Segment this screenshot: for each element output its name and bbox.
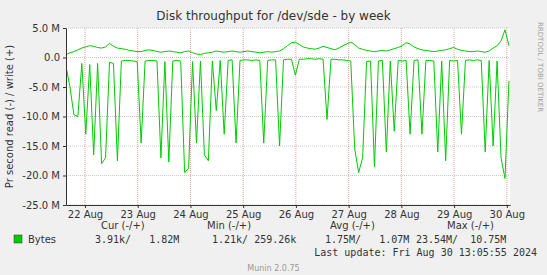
y-tick-label: 0.0 xyxy=(44,52,60,63)
legend-header: Avg (-/+) xyxy=(330,220,375,231)
y-tick: 5.0 M xyxy=(32,23,66,34)
x-tick-label: 23 Aug xyxy=(120,209,155,220)
y-tick-label: -25.0 M xyxy=(22,200,60,211)
last-update: Last update: Fri Aug 30 13:05:55 2024 xyxy=(314,247,537,258)
legend-stat: 1.75M/ 1.07M xyxy=(325,234,409,245)
x-grid-line xyxy=(137,28,138,205)
x-tick-mark xyxy=(507,205,508,208)
x-tick-label: 26 Aug xyxy=(279,209,314,220)
legend-stat: 1.21k/ 259.26k xyxy=(212,234,296,245)
y-tick-label: -5.0 M xyxy=(29,82,60,93)
y-grid-line xyxy=(66,57,510,58)
y-tick-label: 5.0 M xyxy=(32,23,60,34)
x-tick-label: 22 Aug xyxy=(68,209,103,220)
y-tick-label: -10.0 M xyxy=(22,111,60,122)
y-tick-mark xyxy=(63,205,66,206)
y-tick-mark xyxy=(63,28,66,29)
y-tick-mark xyxy=(63,87,66,88)
x-tick-label: 24 Aug xyxy=(173,209,208,220)
chart-svg: 5.0 M 0.0 -5.0 M -10.0 M -15.0 M -20.0 M -25.0… xyxy=(0,0,547,275)
background xyxy=(0,0,547,275)
x-axis-line xyxy=(67,205,511,206)
y-tick-mark xyxy=(63,58,66,59)
y-tick: -5.0 M xyxy=(29,82,66,93)
y-tick-label: -15.0 M xyxy=(22,141,60,152)
legend-header: Cur (-/+) xyxy=(101,220,145,231)
grid xyxy=(66,28,510,205)
x-tick-mark xyxy=(454,205,455,208)
watermark: RRDTOOL / TOBI OETIKER xyxy=(536,22,544,112)
y-tick: -25.0 M xyxy=(22,200,66,211)
series-line xyxy=(66,59,509,179)
legend-header: Min (-/+) xyxy=(207,220,251,231)
y-tick: 0.0 xyxy=(44,52,66,63)
x-tick: 23 Aug xyxy=(120,205,155,220)
x-tick-mark xyxy=(138,205,139,208)
chart-container: 5.0 M 0.0 -5.0 M -10.0 M -15.0 M -20.0 M -25.0… xyxy=(0,0,547,275)
legend: Cur (-/+) Min (-/+) Avg (-/+) Max (-/+) Byte… xyxy=(14,220,506,245)
footer: Munin 2.0.75 xyxy=(247,264,299,273)
y-axis-line xyxy=(66,29,67,206)
series-group xyxy=(66,30,509,179)
x-tick-label: 27 Aug xyxy=(331,209,366,220)
x-tick: 22 Aug xyxy=(68,205,103,220)
x-grid-line xyxy=(295,28,296,205)
x-grid-line xyxy=(454,28,455,205)
legend-stat: 23.54M/ 10.75M xyxy=(416,234,506,245)
y-tick-mark xyxy=(63,176,66,177)
legend-label: Bytes xyxy=(28,234,56,245)
legend-header: Max (-/+) xyxy=(447,220,494,231)
x-tick-mark xyxy=(296,205,297,208)
x-tick-label: 28 Aug xyxy=(384,209,419,220)
x-tick: 26 Aug xyxy=(279,205,314,220)
x-tick: 27 Aug xyxy=(331,205,366,220)
x-grid-line xyxy=(401,28,402,205)
x-tick-label: 29 Aug xyxy=(437,209,472,220)
y-axis: 5.0 M 0.0 -5.0 M -10.0 M -15.0 M -20.0 M -25.0… xyxy=(22,23,66,211)
x-axis: 22 Aug 23 Aug 24 Aug 25 Aug 26 Aug 27 Aug 28 A… xyxy=(67,205,526,220)
title: Disk throughput for /dev/sde - by week xyxy=(156,9,390,23)
y-grid-line xyxy=(66,205,510,206)
x-tick-mark xyxy=(85,205,86,208)
legend-swatch xyxy=(14,235,22,243)
x-tick-label: 25 Aug xyxy=(226,209,261,220)
x-tick-mark xyxy=(243,205,244,208)
y-tick: -10.0 M xyxy=(22,111,66,122)
y-tick-mark xyxy=(63,146,66,147)
y-grid-line xyxy=(66,28,510,29)
x-tick-mark xyxy=(401,205,402,208)
y-tick: -15.0 M xyxy=(22,141,66,152)
plot-area xyxy=(66,28,510,205)
legend-stat: 3.91k/ 1.82M xyxy=(95,234,179,245)
x-grid-line xyxy=(348,28,349,205)
x-grid-line xyxy=(243,28,244,205)
y-tick: -20.0 M xyxy=(22,170,66,181)
x-tick: 30 Aug xyxy=(490,205,525,220)
x-tick-label: 30 Aug xyxy=(490,209,525,220)
y-grid-line xyxy=(66,87,510,88)
x-tick: 25 Aug xyxy=(226,205,261,220)
x-tick: 28 Aug xyxy=(384,205,419,220)
y-tick-mark xyxy=(63,117,66,118)
x-tick: 29 Aug xyxy=(437,205,472,220)
x-tick-mark xyxy=(349,205,350,208)
series-line xyxy=(66,30,509,55)
y-grid-line xyxy=(66,146,510,147)
y-grid-line xyxy=(66,175,510,176)
y-axis-title: Pr second read (-) / write (+) xyxy=(4,45,15,188)
x-tick-mark xyxy=(190,205,191,208)
x-tick: 24 Aug xyxy=(173,205,208,220)
y-tick-label: -20.0 M xyxy=(22,170,60,181)
